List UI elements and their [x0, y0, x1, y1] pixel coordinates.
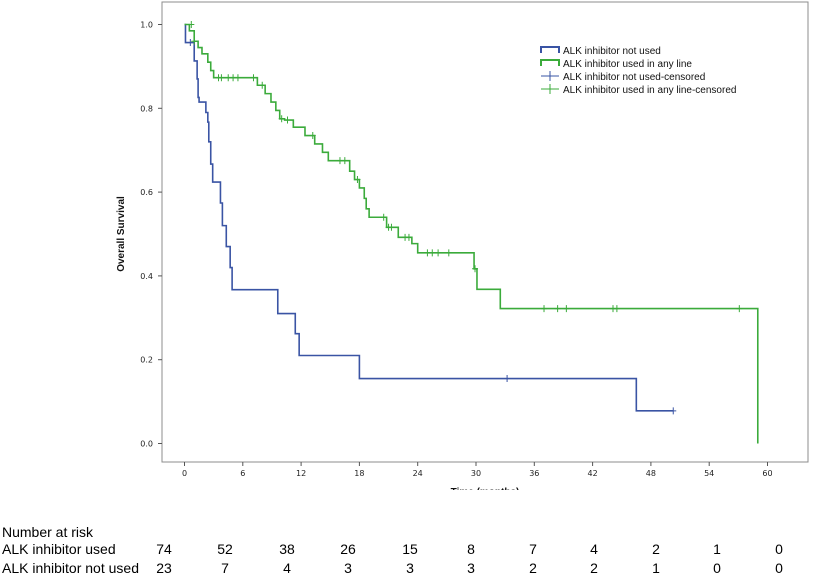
censor-mark	[388, 223, 395, 231]
censor-mark	[613, 305, 620, 313]
censor-mark	[445, 249, 452, 257]
risk-value: 0	[775, 541, 783, 557]
censor-mark	[250, 74, 257, 82]
risk-value: 2	[529, 560, 537, 576]
censor-mark	[504, 375, 511, 383]
survival-curve	[184, 23, 759, 444]
censor-mark	[341, 157, 348, 165]
y-tick-label: 0.6	[140, 188, 153, 197]
risk-value: 4	[283, 560, 291, 576]
x-axis-title: Time (months)	[451, 487, 520, 490]
risk-value: 2	[652, 541, 660, 557]
x-tick-label: 24	[413, 469, 423, 478]
legend-swatch-line	[540, 59, 560, 66]
legend-label: ALK inhibitor used in any line-censored	[563, 85, 736, 96]
censor-mark	[405, 233, 412, 241]
x-tick-label: 0	[182, 469, 187, 478]
censor-mark	[234, 74, 241, 82]
censor-mark	[259, 81, 266, 89]
risk-value: 0	[713, 560, 721, 576]
risk-value: 1	[713, 541, 721, 557]
survival-curve	[184, 23, 674, 412]
censor-mark	[354, 176, 361, 184]
x-tick-label: 42	[588, 469, 598, 478]
risk-row-label: ALK inhibitor used	[2, 541, 116, 557]
risk-value: 52	[217, 541, 233, 557]
y-tick-label: 0.8	[140, 104, 153, 113]
legend-swatch-censor	[541, 71, 559, 81]
censor-mark	[435, 249, 442, 257]
risk-value: 1	[652, 560, 660, 576]
risk-value: 38	[279, 541, 295, 557]
censor-mark	[188, 21, 195, 28]
risk-value: 7	[221, 560, 229, 576]
risk-value: 3	[344, 560, 352, 576]
censor-mark	[309, 132, 316, 140]
censor-mark	[278, 115, 285, 123]
censor-mark	[218, 74, 225, 82]
risk-value: 26	[340, 541, 356, 557]
risk-value: 74	[156, 541, 172, 557]
censor-mark	[541, 305, 548, 313]
legend-label: ALK inhibitor not used	[563, 46, 661, 57]
plot-frame	[161, 1, 809, 463]
censor-mark	[284, 116, 291, 124]
y-tick-label: 0.4	[140, 272, 153, 281]
series-0	[184, 23, 677, 415]
x-tick-label: 36	[529, 469, 539, 478]
x-tick-label: 6	[240, 469, 245, 478]
risk-value: 4	[590, 541, 598, 557]
y-tick-label: 0.2	[140, 356, 153, 365]
censor-mark	[670, 407, 677, 415]
risk-value: 15	[402, 541, 418, 557]
risk-value: 3	[467, 560, 475, 576]
censor-mark	[736, 305, 743, 313]
censor-mark	[187, 39, 194, 47]
x-tick-label: 54	[704, 469, 714, 478]
risk-value: 3	[406, 560, 414, 576]
y-axis-title: Overall Survival	[116, 196, 127, 272]
risk-value: 23	[156, 560, 172, 576]
series-1	[184, 21, 759, 444]
risk-value: 7	[529, 541, 537, 557]
x-tick-label: 30	[471, 469, 481, 478]
x-tick-label: 12	[296, 469, 306, 478]
risk-value: 0	[775, 560, 783, 576]
risk-value: 2	[590, 560, 598, 576]
risk-row-used: ALK inhibitor used 74 52 38 26 15 8 7 4 2 1 0	[0, 541, 813, 559]
censor-mark	[554, 305, 561, 313]
kaplan-meier-chart: 0 6 12 18 24 30 36 42 48 54 60 0.0 0.2 0.4 0.6 0.8 1.0 Ti…	[116, 1, 809, 490]
x-tick-label: 60	[762, 469, 772, 478]
censor-mark	[380, 213, 387, 221]
legend-swatch-line	[540, 46, 560, 53]
censor-mark	[429, 249, 436, 257]
legend-label: ALK inhibitor not used-censored	[563, 72, 705, 83]
risk-row-not-used: ALK inhibitor not used 23 7 4 3 3 3 2 2 1 0 0	[0, 560, 813, 578]
x-tick-label: 48	[646, 469, 656, 478]
y-tick-label: 0.0	[140, 440, 153, 449]
censor-mark	[472, 265, 479, 273]
censor-mark	[563, 305, 570, 313]
legend-label: ALK inhibitor used in any line	[563, 59, 692, 70]
legend-swatch-censor	[541, 84, 559, 94]
legend: ALK inhibitor not used ALK inhibitor used…	[540, 46, 736, 96]
risk-row-label: ALK inhibitor not used	[2, 560, 139, 576]
risk-table-title: Number at risk	[2, 524, 94, 540]
y-tick-label: 1.0	[140, 21, 153, 30]
censor-mark	[191, 37, 198, 45]
risk-value: 8	[467, 541, 475, 557]
x-tick-label: 18	[354, 469, 364, 478]
